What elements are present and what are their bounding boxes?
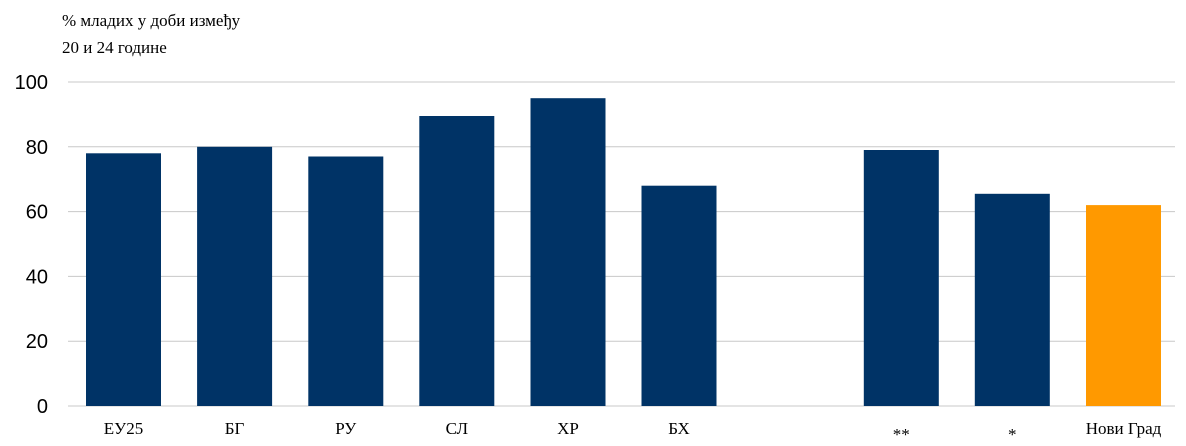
y-tick-label: 100 [15, 72, 48, 94]
x-axis-ticks: ЕУ25 БГ РУ СЛ ХР БХ ** * Нови Град [104, 419, 1162, 444]
y-tick-label: 60 [26, 202, 48, 224]
x-tick-label: ХР [557, 419, 579, 438]
bar-БГ [197, 146, 273, 407]
bar-ХР [530, 98, 606, 406]
x-tick-label: ЕУ25 [104, 419, 143, 438]
bar-starstar [863, 150, 939, 406]
x-tick-label: Нови Град [1086, 419, 1162, 438]
y-axis-label: % младих у доби између 20 и 24 године [62, 11, 241, 57]
y-axis-label-line-1: % младих у доби између [62, 11, 241, 30]
y-axis-label-line-2: 20 и 24 године [62, 38, 167, 57]
y-axis-ticks: 0 20 40 60 80 100 [15, 72, 48, 418]
bar-star [974, 193, 1050, 406]
bar-СЛ [419, 116, 495, 406]
y-tick-label: 40 [26, 266, 48, 288]
x-tick-label: РУ [335, 419, 357, 438]
bar-ЕУ25 [86, 153, 161, 406]
bar-БХ [641, 185, 717, 406]
x-tick-label: ** [893, 425, 910, 441]
x-tick-label: СЛ [446, 419, 469, 438]
x-tick-label: БГ [225, 419, 245, 438]
bars [86, 98, 1161, 407]
x-tick-label: * [1008, 425, 1017, 441]
y-tick-label: 0 [37, 396, 48, 418]
bar-РУ [308, 156, 384, 406]
x-tick-label: БХ [668, 419, 690, 438]
y-tick-label: 20 [26, 331, 48, 353]
y-tick-label: 80 [26, 137, 48, 159]
bar-Нови-Град [1086, 205, 1161, 406]
